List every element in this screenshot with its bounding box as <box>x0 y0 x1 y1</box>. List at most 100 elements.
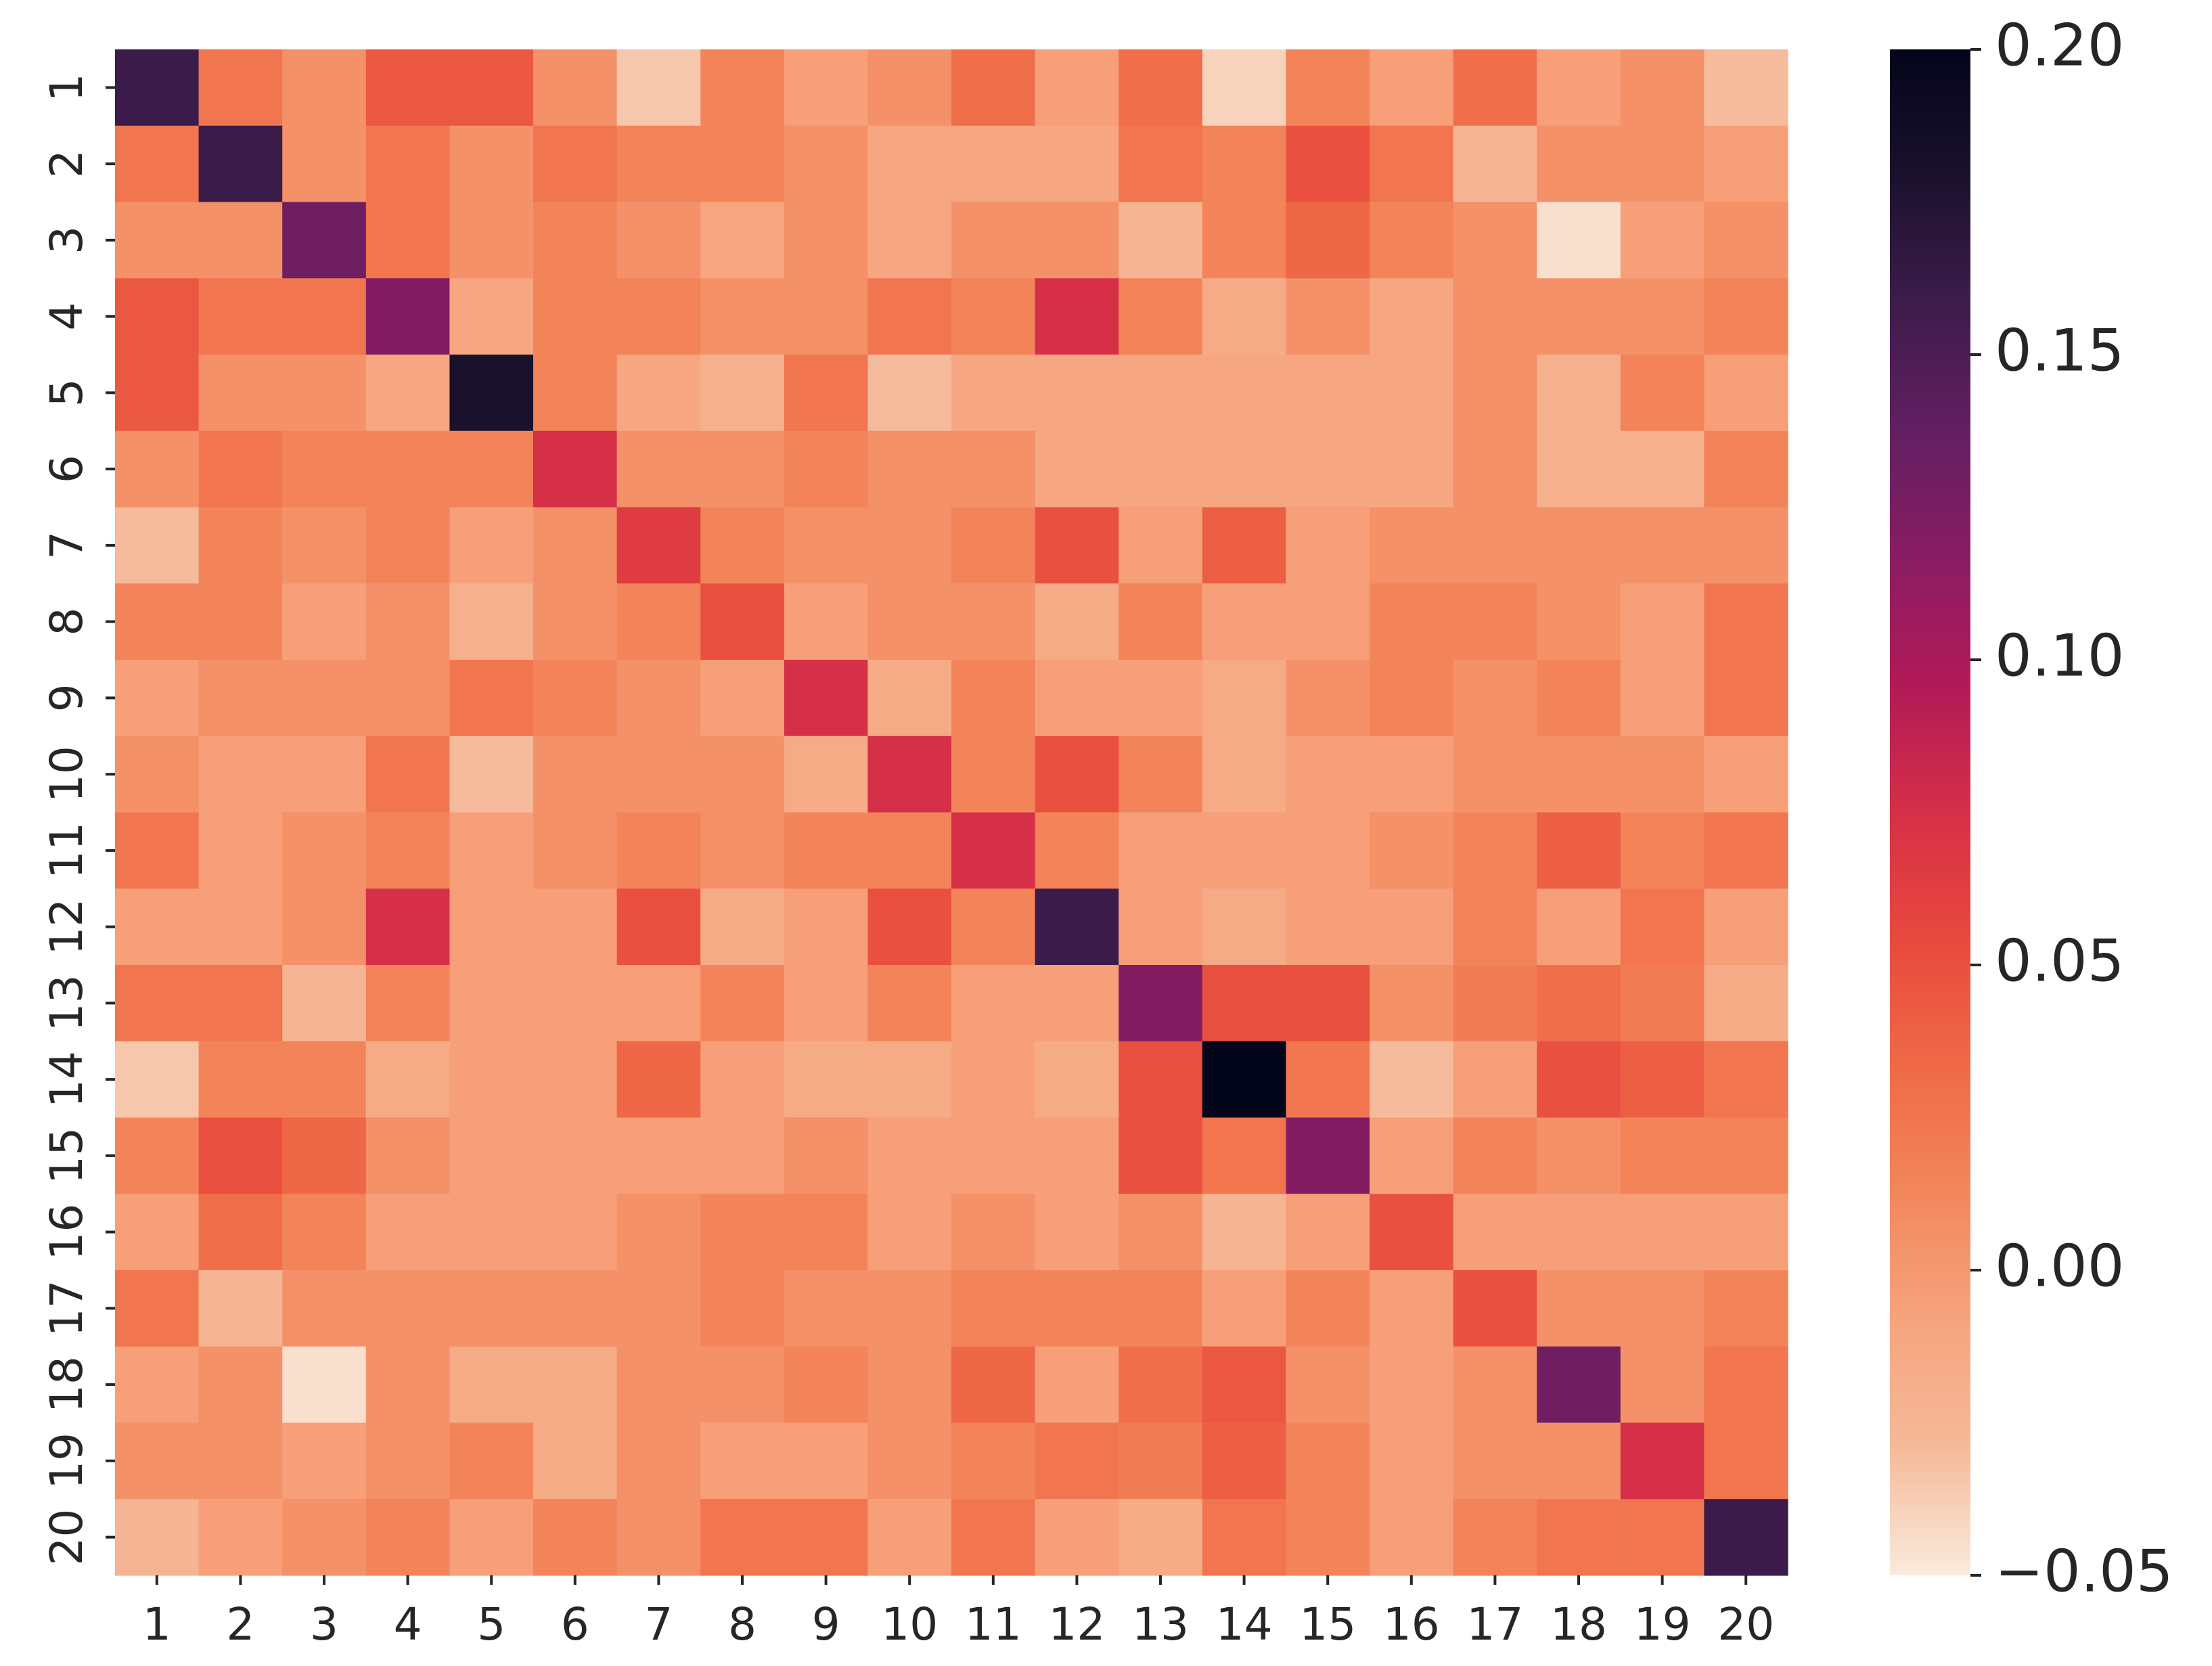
heatmap-cell-r4-c18 <box>1537 278 1621 355</box>
heatmap-cell-r2-c6 <box>533 125 618 203</box>
heatmap-cell-r11-c6 <box>533 812 618 889</box>
x-tick-label: 1 <box>143 1598 171 1650</box>
heatmap-cell-r5-c19 <box>1620 355 1705 432</box>
y-tick-label: 5 <box>41 378 93 407</box>
heatmap-cell-r3-c10 <box>867 202 952 279</box>
heatmap-cell-r9-c1 <box>115 660 200 737</box>
heatmap-cell-r17-c16 <box>1370 1270 1454 1347</box>
heatmap-cell-r20-c7 <box>616 1499 701 1576</box>
heatmap-cell-r10-c4 <box>365 736 450 813</box>
heatmap-cell-r6-c5 <box>449 430 534 508</box>
heatmap-cell-r9-c2 <box>198 660 283 737</box>
heatmap-cell-r18-c19 <box>1620 1346 1705 1424</box>
heatmap-cell-r4-c8 <box>700 278 785 355</box>
heatmap-cell-r10-c11 <box>951 736 1036 813</box>
heatmap-cell-r5-c10 <box>867 355 952 432</box>
heatmap-cell-r20-c17 <box>1453 1499 1537 1576</box>
heatmap-cell-r11-c14 <box>1202 812 1286 889</box>
heatmap-cell-r6-c11 <box>951 430 1036 508</box>
heatmap-cell-r16-c6 <box>533 1194 618 1271</box>
heatmap-cell-r14-c9 <box>784 1041 868 1119</box>
heatmap-cell-r7-c10 <box>867 507 952 584</box>
heatmap-cell-r11-c5 <box>449 812 534 889</box>
heatmap-cell-r17-c2 <box>198 1270 283 1347</box>
heatmap-cell-r17-c11 <box>951 1270 1036 1347</box>
heatmap-cell-r14-c3 <box>282 1041 367 1119</box>
heatmap-cell-r20-c11 <box>951 1499 1036 1576</box>
heatmap-cell-r15-c7 <box>616 1117 701 1194</box>
heatmap-cell-r17-c18 <box>1537 1270 1621 1347</box>
heatmap-cell-r9-c15 <box>1286 660 1370 737</box>
heatmap-cell-r3-c3 <box>282 202 367 279</box>
heatmap-cell-r9-c5 <box>449 660 534 737</box>
heatmap-cell-r20-c18 <box>1537 1499 1621 1576</box>
heatmap-cell-r11-c8 <box>700 812 785 889</box>
heatmap-cell-r6-c8 <box>700 430 785 508</box>
heatmap-cell-r9-c19 <box>1620 660 1705 737</box>
heatmap-cell-r13-c17 <box>1453 965 1537 1042</box>
heatmap-cell-r18-c15 <box>1286 1346 1370 1424</box>
heatmap-cell-r12-c14 <box>1202 888 1286 966</box>
heatmap-cell-r10-c17 <box>1453 736 1537 813</box>
heatmap-cell-r16-c15 <box>1286 1194 1370 1271</box>
heatmap-cell-r7-c19 <box>1620 507 1705 584</box>
colorbar-tick-label: 0.10 <box>1995 622 2124 690</box>
heatmap-cell-r8-c12 <box>1035 583 1119 660</box>
heatmap-cell-r9-c13 <box>1119 660 1203 737</box>
y-tick-label: 15 <box>41 1127 93 1184</box>
y-tick-label: 19 <box>41 1433 93 1489</box>
colorbar-tick-label: 0.20 <box>1995 12 2124 79</box>
heatmap-cell-r16-c1 <box>115 1194 200 1271</box>
heatmap-cell-r13-c19 <box>1620 965 1705 1042</box>
heatmap-cell-r15-c19 <box>1620 1117 1705 1194</box>
heatmap-cell-r15-c5 <box>449 1117 534 1194</box>
heatmap-cell-r7-c3 <box>282 507 367 584</box>
heatmap-cell-r8-c15 <box>1286 583 1370 660</box>
y-tick-label: 17 <box>41 1280 93 1336</box>
x-tick-label: 9 <box>812 1598 840 1650</box>
heatmap-cell-r7-c7 <box>616 507 701 584</box>
heatmap-cell-r5-c20 <box>1704 355 1788 432</box>
heatmap-cell-r6-c7 <box>616 430 701 508</box>
heatmap-cell-r1-c6 <box>533 49 618 127</box>
heatmap-cell-r9-c6 <box>533 660 618 737</box>
heatmap-cell-r9-c8 <box>700 660 785 737</box>
heatmap-cell-r8-c19 <box>1620 583 1705 660</box>
heatmap-cell-r19-c9 <box>784 1422 868 1500</box>
heatmap-cell-r12-c1 <box>115 888 200 966</box>
heatmap-cell-r19-c11 <box>951 1422 1036 1500</box>
heatmap-cell-r13-c8 <box>700 965 785 1042</box>
heatmap-cell-r13-c20 <box>1704 965 1788 1042</box>
heatmap-cell-r6-c1 <box>115 430 200 508</box>
heatmap-cell-r9-c3 <box>282 660 367 737</box>
heatmap-cell-r3-c17 <box>1453 202 1537 279</box>
heatmap-cell-r20-c16 <box>1370 1499 1454 1576</box>
heatmap-cell-r5-c5 <box>449 355 534 432</box>
heatmap-cell-r19-c12 <box>1035 1422 1119 1500</box>
heatmap-cell-r16-c13 <box>1119 1194 1203 1271</box>
heatmap-cell-r2-c20 <box>1704 125 1788 203</box>
heatmap-cell-r4-c20 <box>1704 278 1788 355</box>
heatmap-cell-r1-c18 <box>1537 49 1621 127</box>
heatmap-cell-r19-c2 <box>198 1422 283 1500</box>
y-tick-label: 13 <box>41 974 93 1031</box>
heatmap-cell-r8-c20 <box>1704 583 1788 660</box>
heatmap-cell-r14-c4 <box>365 1041 450 1119</box>
x-tick-label: 20 <box>1717 1598 1774 1650</box>
heatmap-cell-r4-c2 <box>198 278 283 355</box>
heatmap-cell-r19-c15 <box>1286 1422 1370 1500</box>
x-tick-label: 12 <box>1048 1598 1105 1650</box>
heatmap-cell-r3-c1 <box>115 202 200 279</box>
y-tick-label: 12 <box>41 899 93 955</box>
heatmap-cell-r3-c20 <box>1704 202 1788 279</box>
heatmap-cell-r1-c16 <box>1370 49 1454 127</box>
y-tick-label: 8 <box>41 608 93 636</box>
heatmap-cell-r16-c7 <box>616 1194 701 1271</box>
heatmap-cell-r16-c12 <box>1035 1194 1119 1271</box>
heatmap-cell-r19-c17 <box>1453 1422 1537 1500</box>
heatmap-cell-r3-c15 <box>1286 202 1370 279</box>
heatmap-cell-r3-c4 <box>365 202 450 279</box>
heatmap-cell-r1-c2 <box>198 49 283 127</box>
heatmap-cell-r13-c3 <box>282 965 367 1042</box>
